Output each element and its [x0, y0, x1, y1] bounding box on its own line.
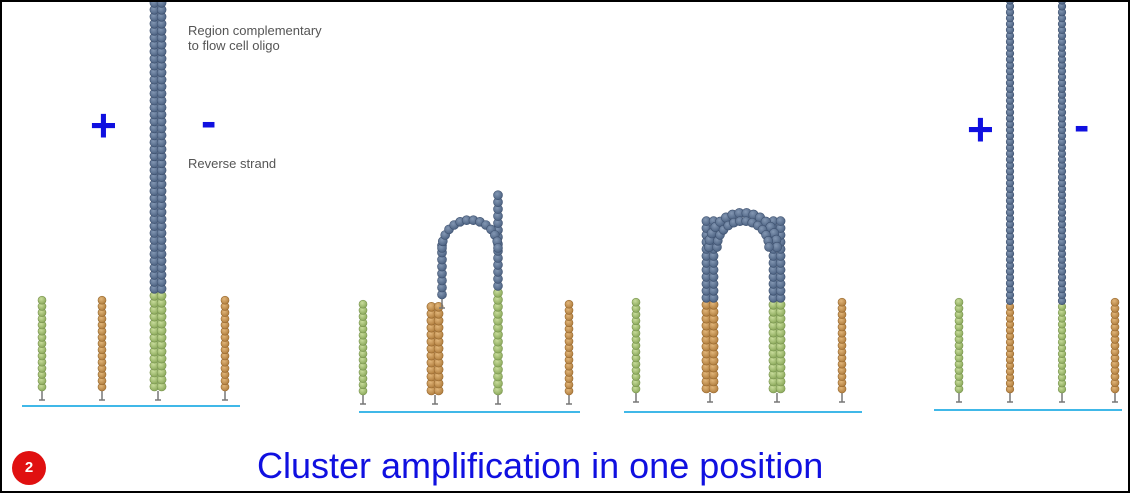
green-bead — [37, 295, 47, 305]
bridge-arch-2 — [437, 215, 503, 253]
orange-bead — [97, 295, 107, 305]
flow-cell-surfaces — [22, 405, 1122, 413]
complementary-region-label: Region complementary to flow cell oligo — [188, 23, 322, 53]
reverse-strand-label: Reverse strand — [188, 156, 277, 171]
oligo-orange-1b — [220, 295, 230, 401]
minus-sign-left: - — [201, 95, 217, 147]
strand-plus-4 — [1005, 2, 1015, 403]
oligo-green-4a — [954, 297, 964, 403]
green-bead — [954, 297, 964, 307]
step-number-badge: 2 — [12, 451, 46, 485]
blue-bead — [775, 216, 786, 226]
dna-strands — [37, 2, 1120, 405]
blue-bead — [764, 242, 774, 252]
bridge-arch-3a — [703, 208, 783, 253]
blue-bead — [493, 243, 503, 253]
orange-bead — [433, 301, 444, 312]
plus-sign-left: + — [90, 99, 117, 151]
blue-bead — [493, 190, 503, 200]
blue-bead — [156, 2, 167, 8]
oligo-orange-4b — [1110, 297, 1120, 403]
oligo-orange-1a — [97, 295, 107, 401]
oligo-green-2a — [358, 299, 368, 405]
oligo-orange-3b — [837, 297, 847, 403]
strand-minus-4 — [1057, 2, 1067, 403]
orange-bead — [220, 295, 230, 305]
blue-bead — [1058, 2, 1066, 5]
blue-bead — [1006, 2, 1014, 5]
complementary-label-line2: to flow cell oligo — [188, 38, 280, 53]
orange-bead — [1110, 297, 1120, 307]
orange-bead — [564, 299, 574, 309]
complementary-label-line1: Region complementary — [188, 23, 322, 38]
green-bead — [631, 297, 641, 307]
orange-bead — [837, 297, 847, 307]
minus-sign-right: - — [1074, 99, 1090, 151]
plus-sign-right: + — [967, 103, 994, 155]
oligo-green-1a — [37, 295, 47, 401]
bridge-left-arm-2 — [426, 301, 444, 405]
figure-caption: Cluster amplification in one position — [257, 445, 824, 486]
green-bead — [358, 299, 368, 309]
bridge-arch-3b — [712, 216, 774, 252]
oligo-green-3a — [631, 297, 641, 403]
bridge-strand-1 — [149, 2, 167, 401]
bridge-right-arm-2 — [493, 190, 503, 405]
bridge-left-arm-3 — [701, 216, 719, 403]
oligo-orange-2b — [564, 299, 574, 405]
